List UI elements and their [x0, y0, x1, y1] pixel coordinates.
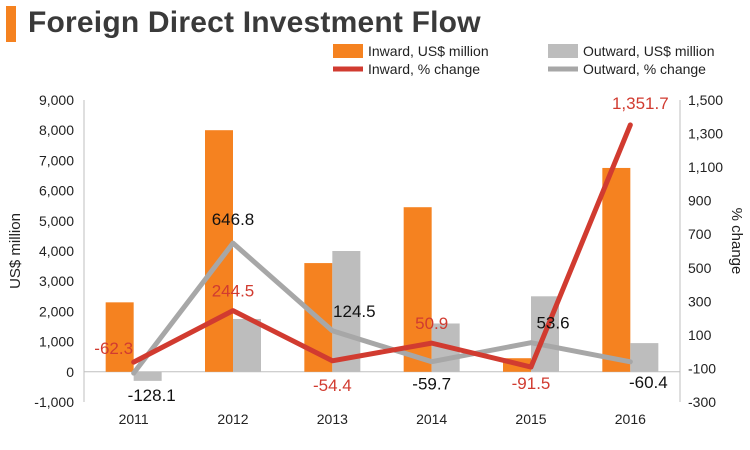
inward-bar [602, 167, 631, 372]
legend-label-outward-change: Outward, % change [583, 61, 706, 77]
outward-change-label: 124.5 [333, 302, 376, 321]
legend-swatch-outward [548, 44, 578, 58]
legend-label-inward-change: Inward, % change [368, 61, 480, 77]
y-tick-label: 2,000 [39, 303, 74, 319]
y2-tick-label: 1,300 [688, 126, 723, 142]
y2-tick-label: 700 [688, 226, 712, 242]
inward-change-label: 50.9 [415, 314, 448, 333]
inward-change-line [131, 122, 633, 370]
y-tick-label: -1,000 [34, 394, 74, 410]
y2-tick-label: 100 [688, 327, 712, 343]
chart-title: Foreign Direct Investment Flow [28, 6, 481, 39]
outward-change-label: 646.8 [212, 210, 255, 229]
outward-change-label: -59.7 [412, 375, 451, 394]
y2-tick-label: 500 [688, 260, 712, 276]
inward-change-label: -54.4 [313, 376, 352, 395]
inward-change-label: 244.5 [212, 282, 255, 301]
outward-change-label: -60.4 [629, 373, 668, 392]
outward-change-label: -128.1 [128, 386, 176, 405]
y-tick-label: 3,000 [39, 273, 74, 289]
y-tick-label: 4,000 [39, 243, 74, 259]
y-tick-label: 9,000 [39, 92, 74, 108]
y2-tick-label: -300 [688, 394, 716, 410]
outward-bar [332, 251, 361, 372]
inward-change-label: 1,351.7 [612, 94, 669, 113]
legend-label-outward: Outward, US$ million [583, 43, 715, 59]
outward-bar [630, 343, 659, 372]
x-tick-label: 2015 [515, 411, 546, 427]
y-tick-label: 0 [66, 364, 74, 380]
outward-bar [133, 371, 162, 381]
inward-change-label: -91.5 [512, 374, 551, 393]
y2-tick-label: -100 [688, 360, 716, 376]
outward-change-line [131, 240, 633, 376]
x-tick-label: 2012 [217, 411, 248, 427]
outward-bar [233, 318, 261, 372]
y2-axis-title: % change [728, 208, 745, 275]
inward-change-label: -62.3 [94, 339, 133, 358]
legend-swatch-inward [333, 44, 363, 58]
inward-bar [105, 302, 134, 372]
legend-label-inward: Inward, US$ million [368, 43, 489, 59]
y2-tick-label: 1,100 [688, 159, 723, 175]
x-tick-label: 2016 [615, 411, 646, 427]
y-tick-label: 1,000 [39, 334, 74, 350]
y2-tick-label: 300 [688, 293, 712, 309]
y-tick-label: 6,000 [39, 183, 74, 199]
y2-tick-label: 900 [688, 193, 712, 209]
y-axis-title: US$ million [7, 213, 24, 289]
outward-change-label: 53.6 [536, 314, 569, 333]
y-tick-label: 5,000 [39, 213, 74, 229]
x-tick-label: 2013 [317, 411, 348, 427]
y-tick-label: 7,000 [39, 152, 74, 168]
x-tick-label: 2011 [119, 411, 149, 427]
x-tick-label: 2014 [416, 411, 447, 427]
title-accent-bar [6, 6, 16, 42]
y2-tick-label: 1,500 [688, 92, 723, 108]
y-tick-label: 8,000 [39, 122, 74, 138]
